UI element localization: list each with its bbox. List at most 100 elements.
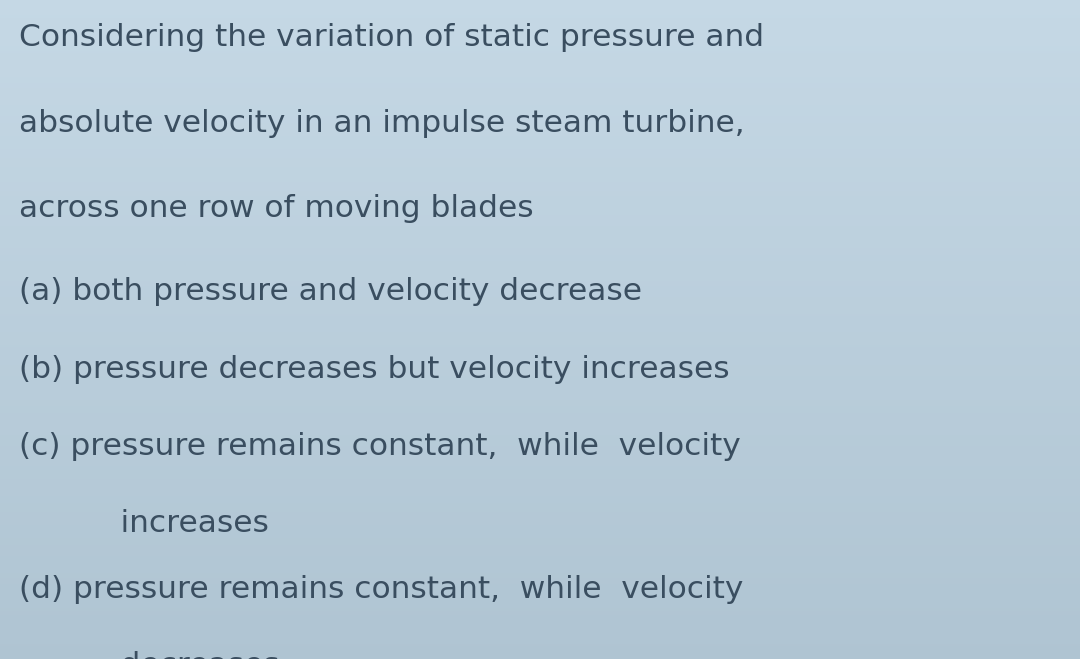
Bar — [0, 615, 1080, 617]
Bar — [0, 389, 1080, 391]
Bar — [0, 330, 1080, 331]
Bar — [0, 305, 1080, 308]
Bar — [0, 26, 1080, 28]
Bar — [0, 0, 1080, 2]
Bar — [0, 356, 1080, 358]
Bar — [0, 270, 1080, 272]
Bar — [0, 369, 1080, 371]
Bar — [0, 387, 1080, 389]
Bar — [0, 631, 1080, 633]
Bar — [0, 185, 1080, 186]
Bar — [0, 364, 1080, 367]
Bar — [0, 308, 1080, 310]
Bar — [0, 226, 1080, 229]
Bar — [0, 624, 1080, 626]
Bar — [0, 602, 1080, 604]
Bar — [0, 407, 1080, 409]
Bar — [0, 334, 1080, 336]
Bar — [0, 290, 1080, 292]
Bar — [0, 529, 1080, 532]
Bar — [0, 138, 1080, 140]
Bar — [0, 66, 1080, 68]
Bar — [0, 156, 1080, 158]
Bar — [0, 637, 1080, 639]
Bar — [0, 437, 1080, 440]
Bar — [0, 90, 1080, 92]
Bar — [0, 371, 1080, 374]
Bar — [0, 193, 1080, 196]
Bar — [0, 571, 1080, 573]
Bar — [0, 46, 1080, 48]
Bar — [0, 206, 1080, 209]
Bar — [0, 31, 1080, 33]
Bar — [0, 435, 1080, 437]
Bar — [0, 42, 1080, 44]
Bar — [0, 588, 1080, 591]
Bar — [0, 121, 1080, 123]
Bar — [0, 652, 1080, 654]
Bar — [0, 5, 1080, 7]
Bar — [0, 420, 1080, 422]
Bar — [0, 53, 1080, 55]
Bar — [0, 470, 1080, 473]
Bar — [0, 490, 1080, 492]
Bar — [0, 233, 1080, 235]
Bar — [0, 134, 1080, 136]
Bar — [0, 567, 1080, 569]
Bar — [0, 457, 1080, 459]
Text: Considering the variation of static pressure and: Considering the variation of static pres… — [19, 23, 765, 52]
Bar — [0, 154, 1080, 156]
Bar — [0, 547, 1080, 549]
Bar — [0, 180, 1080, 183]
Bar — [0, 125, 1080, 127]
Bar — [0, 150, 1080, 152]
Bar — [0, 534, 1080, 536]
Bar — [0, 402, 1080, 404]
Bar — [0, 514, 1080, 516]
Bar — [0, 105, 1080, 107]
Bar — [0, 11, 1080, 13]
Bar — [0, 173, 1080, 176]
Bar — [0, 33, 1080, 35]
Bar — [0, 189, 1080, 191]
Bar — [0, 395, 1080, 397]
Bar — [0, 186, 1080, 189]
Bar — [0, 448, 1080, 450]
Bar — [0, 132, 1080, 134]
Bar — [0, 237, 1080, 239]
Bar — [0, 545, 1080, 547]
Bar — [0, 380, 1080, 382]
Bar — [0, 450, 1080, 453]
Bar — [0, 183, 1080, 185]
Bar — [0, 38, 1080, 40]
Bar — [0, 281, 1080, 283]
Bar — [0, 417, 1080, 420]
Bar — [0, 303, 1080, 305]
Bar — [0, 604, 1080, 606]
Bar — [0, 468, 1080, 470]
Bar — [0, 338, 1080, 341]
Text: increases: increases — [81, 509, 269, 538]
Bar — [0, 152, 1080, 154]
Text: (a) both pressure and velocity decrease: (a) both pressure and velocity decrease — [19, 277, 643, 306]
Bar — [0, 268, 1080, 270]
Bar — [0, 635, 1080, 637]
Bar — [0, 57, 1080, 59]
Bar — [0, 525, 1080, 527]
Bar — [0, 318, 1080, 321]
Bar — [0, 621, 1080, 624]
Bar — [0, 219, 1080, 222]
Bar — [0, 68, 1080, 71]
Bar — [0, 252, 1080, 255]
Bar — [0, 453, 1080, 455]
Bar — [0, 84, 1080, 86]
Bar — [0, 573, 1080, 575]
Bar — [0, 259, 1080, 262]
Bar — [0, 213, 1080, 215]
Bar — [0, 442, 1080, 444]
Bar — [0, 345, 1080, 347]
Bar — [0, 578, 1080, 580]
Bar — [0, 316, 1080, 318]
Bar — [0, 446, 1080, 448]
Bar — [0, 328, 1080, 330]
